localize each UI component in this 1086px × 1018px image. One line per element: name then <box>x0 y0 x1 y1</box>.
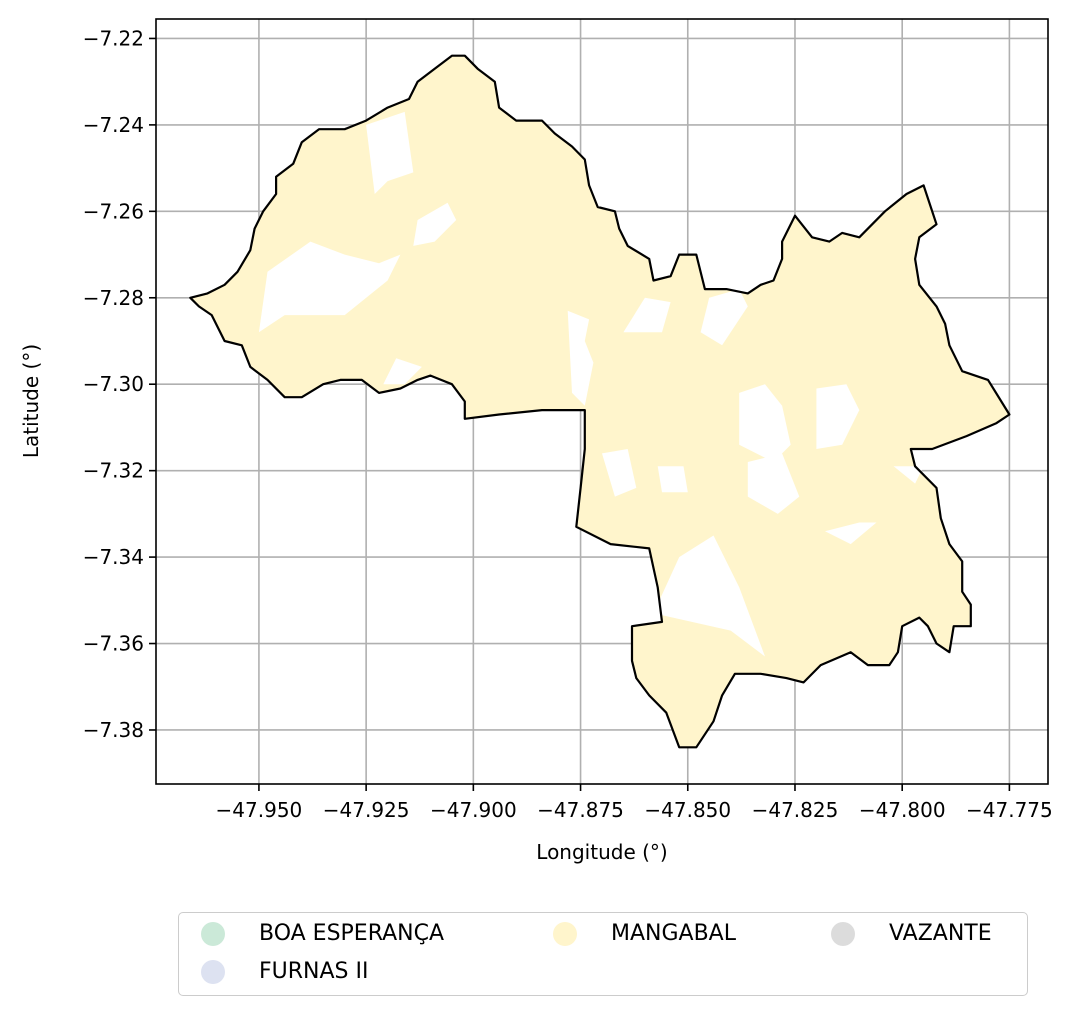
x-axis-title: Longitude (°) <box>536 840 667 864</box>
x-axis: −47.950 −47.925 −47.900 −47.875 −47.850 −47.8… <box>216 784 1053 822</box>
legend-marker-icon <box>201 921 225 946</box>
unfilled-area <box>825 522 877 545</box>
y-tick-label: −7.36 <box>83 632 144 656</box>
legend-label: BOA ESPERANÇA <box>259 921 445 946</box>
y-axis-title: Latitude (°) <box>19 344 43 458</box>
unfilled-area <box>747 453 800 514</box>
y-tick-label: −7.24 <box>83 113 144 137</box>
x-tick-label: −47.850 <box>644 798 731 822</box>
unfilled-area <box>623 297 671 333</box>
legend-item-vazante: VAZANTE <box>831 921 992 946</box>
unfilled-area <box>653 535 765 657</box>
x-tick-label: −47.875 <box>537 798 624 822</box>
municipality-boundary <box>189 54 1011 749</box>
legend-item-boa-esperanca: BOA ESPERANÇA <box>201 921 444 946</box>
unfilled-areas <box>258 111 924 657</box>
legend-marker-icon <box>553 921 577 946</box>
legend-item-mangabal: MANGABAL <box>553 921 736 946</box>
plot-area <box>155 18 1049 785</box>
legend-label: FURNAS II <box>259 959 369 984</box>
unfilled-area <box>366 111 414 194</box>
y-tick-label: −7.26 <box>83 199 144 223</box>
unfilled-area <box>413 202 457 246</box>
y-tick-label: −7.28 <box>83 286 144 310</box>
y-tick-label: −7.30 <box>83 372 144 396</box>
unfilled-area <box>258 241 401 333</box>
unfilled-area <box>739 384 791 462</box>
y-tick-label: −7.22 <box>83 26 144 50</box>
unfilled-area <box>816 384 860 449</box>
x-tick-label: −47.900 <box>430 798 517 822</box>
legend-label: VAZANTE <box>889 921 992 946</box>
x-tick-label: −47.950 <box>216 798 303 822</box>
legend: BOA ESPERANÇA FURNAS II MANGABAL VAZANTE <box>178 912 1028 996</box>
x-tick-label: −47.925 <box>323 798 410 822</box>
x-tick-label: −47.775 <box>966 798 1053 822</box>
unfilled-area <box>657 466 688 493</box>
x-tick-label: −47.825 <box>752 798 839 822</box>
x-tick-label: −47.800 <box>859 798 946 822</box>
plot-border <box>155 18 1049 785</box>
legend-marker-icon <box>201 959 225 984</box>
legend-marker-icon <box>831 921 855 946</box>
y-tick-label: −7.38 <box>83 718 144 742</box>
legend-label: MANGABAL <box>611 921 736 946</box>
unfilled-area <box>602 449 637 497</box>
unfilled-area <box>383 358 422 385</box>
unfilled-area <box>567 310 594 406</box>
y-tick-label: −7.34 <box>83 545 144 569</box>
legend-item-furnas-ii: FURNAS II <box>201 959 368 984</box>
y-axis: −7.22 −7.24 −7.26 −7.28 −7.30 −7.32 −7.34 −7.36… <box>83 26 156 742</box>
y-tick-label: −7.32 <box>83 459 144 483</box>
unfilled-area <box>893 466 924 484</box>
unfilled-area <box>700 289 748 346</box>
